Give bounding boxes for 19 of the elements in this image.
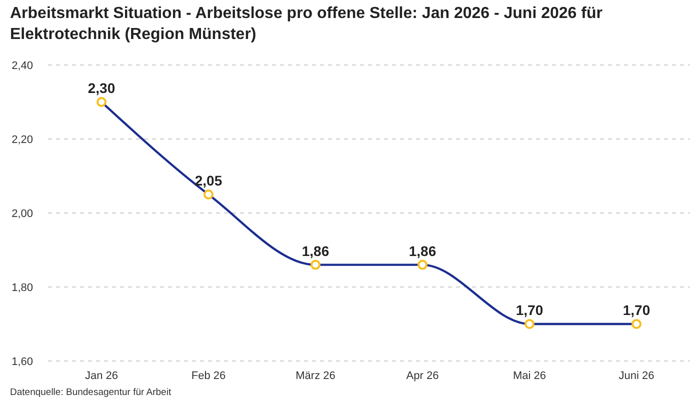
- x-tick-label: Jan 26: [84, 370, 118, 382]
- x-tick-label: Apr 26: [406, 370, 439, 382]
- x-tick-label: Juni 26: [618, 370, 654, 382]
- data-label: 1,86: [408, 242, 436, 259]
- x-tick-label: Feb 26: [191, 370, 226, 382]
- data-label: 2,05: [194, 172, 222, 188]
- y-tick-label: 1,80: [12, 282, 33, 294]
- x-tick-label: Mai 26: [512, 370, 546, 382]
- y-tick-label: 2,40: [12, 60, 33, 72]
- x-tick-label: März 26: [296, 370, 336, 382]
- y-tick-label: 2,20: [12, 134, 33, 146]
- data-label: 1,86: [302, 242, 330, 259]
- data-label: 1,70: [516, 302, 544, 318]
- chart-title: Arbeitsmarkt Situation - Arbeitslose pro offene Stelle: Jan 2026 - Juni 2026 für Elektrotechnik (Region Münster): [10, 4, 604, 45]
- y-tick-label: 1,60: [12, 356, 33, 368]
- data-label: 2,30: [88, 80, 116, 96]
- data-label: 1,70: [622, 302, 650, 318]
- y-tick-label: 2,00: [12, 208, 33, 220]
- text: Datenquelle: Bundesagentur für Arbeit: [10, 387, 172, 398]
